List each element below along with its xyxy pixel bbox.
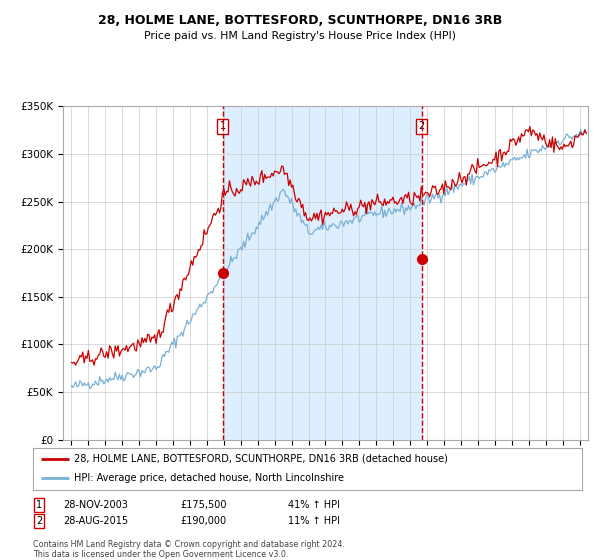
Text: 28, HOLME LANE, BOTTESFORD, SCUNTHORPE, DN16 3RB: 28, HOLME LANE, BOTTESFORD, SCUNTHORPE, … (98, 14, 502, 27)
Text: 41% ↑ HPI: 41% ↑ HPI (288, 500, 340, 510)
Text: 28-AUG-2015: 28-AUG-2015 (63, 516, 128, 526)
Text: £175,500: £175,500 (180, 500, 227, 510)
Text: 1: 1 (36, 500, 42, 510)
Text: 28-NOV-2003: 28-NOV-2003 (63, 500, 128, 510)
Text: Price paid vs. HM Land Registry's House Price Index (HPI): Price paid vs. HM Land Registry's House … (144, 31, 456, 41)
Text: HPI: Average price, detached house, North Lincolnshire: HPI: Average price, detached house, Nort… (74, 473, 344, 483)
Bar (223, 106, 422, 440)
Text: 2: 2 (418, 122, 425, 132)
Text: 11% ↑ HPI: 11% ↑ HPI (288, 516, 340, 526)
Text: 1: 1 (220, 122, 226, 132)
Text: 28, HOLME LANE, BOTTESFORD, SCUNTHORPE, DN16 3RB (detached house): 28, HOLME LANE, BOTTESFORD, SCUNTHORPE, … (74, 454, 448, 464)
Text: 2: 2 (36, 516, 42, 526)
Text: Contains HM Land Registry data © Crown copyright and database right 2024.
This d: Contains HM Land Registry data © Crown c… (33, 540, 345, 559)
Text: £190,000: £190,000 (180, 516, 226, 526)
